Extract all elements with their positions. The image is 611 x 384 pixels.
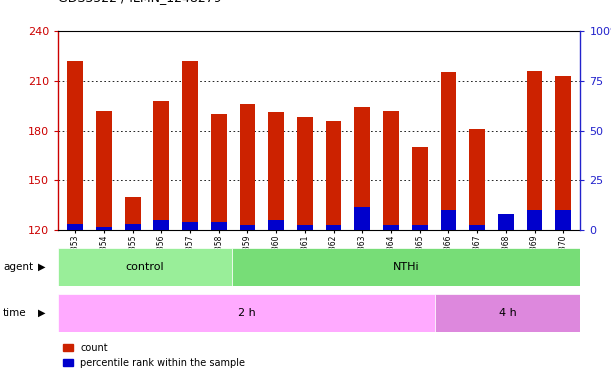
Bar <box>469 225 485 230</box>
Bar <box>153 220 169 230</box>
Text: GDS3522 / ILMN_1248279: GDS3522 / ILMN_1248279 <box>58 0 222 4</box>
Bar <box>182 61 198 230</box>
Bar <box>412 225 428 230</box>
Bar <box>441 210 456 230</box>
Bar <box>268 220 284 230</box>
Bar <box>527 210 543 230</box>
Bar <box>326 121 342 230</box>
Bar <box>297 117 313 230</box>
Bar <box>153 101 169 230</box>
Bar <box>58 294 435 332</box>
Bar <box>498 217 514 230</box>
Bar <box>96 227 112 230</box>
Bar <box>498 214 514 230</box>
Bar <box>435 294 580 332</box>
Bar <box>67 224 83 230</box>
Bar <box>67 61 83 230</box>
Bar <box>211 114 227 230</box>
Text: control: control <box>126 262 164 272</box>
Bar <box>268 112 284 230</box>
Bar <box>527 71 543 230</box>
Bar <box>125 197 141 230</box>
Text: agent: agent <box>3 262 33 272</box>
Bar <box>297 225 313 230</box>
Text: ▶: ▶ <box>38 308 45 318</box>
Bar <box>211 222 227 230</box>
Bar <box>555 210 571 230</box>
Bar <box>354 207 370 230</box>
Bar <box>232 248 580 286</box>
Legend: count, percentile rank within the sample: count, percentile rank within the sample <box>63 343 246 367</box>
Text: 4 h: 4 h <box>499 308 517 318</box>
Text: time: time <box>3 308 27 318</box>
Bar <box>96 111 112 230</box>
Bar <box>354 107 370 230</box>
Text: 2 h: 2 h <box>238 308 255 318</box>
Bar <box>469 129 485 230</box>
Bar <box>412 147 428 230</box>
Bar <box>125 224 141 230</box>
Bar <box>182 222 198 230</box>
Bar <box>326 225 342 230</box>
Text: ▶: ▶ <box>38 262 45 272</box>
Bar <box>555 76 571 230</box>
Bar <box>240 225 255 230</box>
Text: NTHi: NTHi <box>393 262 420 272</box>
Bar <box>441 72 456 230</box>
Bar <box>383 225 399 230</box>
Bar <box>383 111 399 230</box>
Bar <box>58 248 232 286</box>
Bar <box>240 104 255 230</box>
